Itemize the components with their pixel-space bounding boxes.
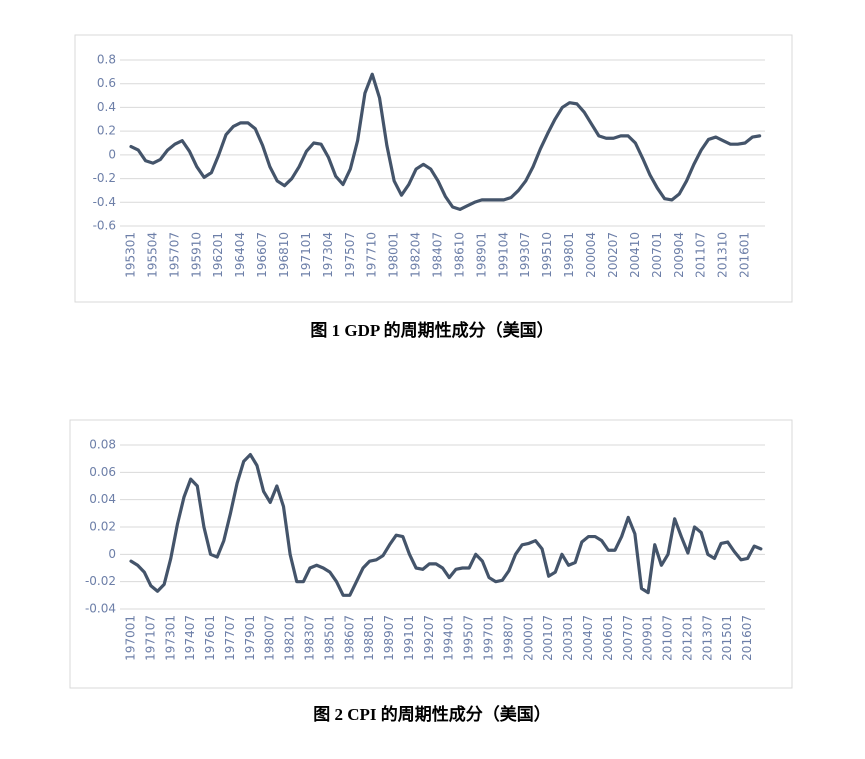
x-tick-label: 200601	[601, 615, 615, 661]
x-tick-label: 197710	[365, 232, 379, 278]
x-tick-label: 197107	[143, 615, 157, 661]
x-tick-label: 201310	[716, 232, 730, 278]
y-tick-label: 0.06	[89, 465, 116, 479]
x-tick-label: 199507	[462, 615, 476, 661]
x-tick-label: 200407	[581, 615, 595, 661]
x-tick-label: 201601	[738, 232, 752, 278]
x-tick-label: 201107	[694, 232, 708, 278]
x-tick-label: 198907	[382, 615, 396, 661]
x-tick-label: 198801	[362, 615, 376, 661]
x-tick-label: 201201	[680, 615, 694, 661]
x-tick-label: 199307	[518, 232, 532, 278]
x-tick-label: 197301	[163, 615, 177, 661]
x-tick-label: 199207	[422, 615, 436, 661]
x-tick-label: 197507	[343, 232, 357, 278]
figure-caption: 图 2 CPI 的周期性成分（美国）	[313, 704, 551, 724]
y-tick-label: 0.02	[89, 520, 116, 534]
x-tick-label: 195910	[189, 232, 203, 278]
x-tick-label: 199807	[501, 615, 515, 661]
x-tick-label: 200004	[584, 232, 598, 278]
y-tick-label: -0.2	[93, 171, 116, 185]
x-tick-label: 198201	[283, 615, 297, 661]
y-tick-label: 0.4	[97, 100, 116, 114]
y-tick-label: -0.4	[93, 195, 116, 209]
y-tick-label: 0	[108, 547, 116, 561]
x-tick-label: 198007	[263, 615, 277, 661]
x-tick-label: 200707	[621, 615, 635, 661]
y-tick-label: 0.04	[89, 492, 116, 506]
data-line	[129, 72, 762, 211]
x-tick-label: 198407	[431, 232, 445, 278]
x-tick-label: 200207	[606, 232, 620, 278]
chart-frame	[74, 34, 793, 303]
figure-caption: 图 1 GDP 的周期性成分（美国）	[310, 320, 553, 340]
x-tick-label: 198204	[409, 232, 423, 278]
x-tick-label: 195504	[145, 232, 159, 278]
y-tick-label: 0.8	[97, 53, 116, 67]
x-tick-label: 199510	[540, 232, 554, 278]
x-tick-label: 200701	[650, 232, 664, 278]
x-tick-label: 201307	[700, 615, 714, 661]
x-tick-label: 201501	[720, 615, 734, 661]
x-tick-label: 201007	[661, 615, 675, 661]
y-tick-label: 0.2	[97, 124, 116, 138]
x-tick-label: 197001	[124, 615, 138, 661]
x-tick-label: 200301	[561, 615, 575, 661]
x-tick-label: 199101	[402, 615, 416, 661]
x-tick-label: 198307	[303, 615, 317, 661]
y-tick-label: 0	[108, 147, 116, 161]
x-tick-label: 200107	[541, 615, 555, 661]
x-tick-label: 197707	[223, 615, 237, 661]
x-tick-label: 198501	[322, 615, 336, 661]
x-tick-label: 196810	[277, 232, 291, 278]
x-tick-label: 195707	[167, 232, 181, 278]
y-tick-label: -0.02	[85, 574, 116, 588]
x-tick-label: 200410	[628, 232, 642, 278]
x-tick-label: 197601	[203, 615, 217, 661]
y-tick-label: -0.6	[93, 219, 116, 233]
x-tick-label: 199104	[496, 232, 510, 278]
x-tick-label: 198610	[452, 232, 466, 278]
x-tick-label: 198001	[387, 232, 401, 278]
x-tick-label: 201607	[740, 615, 754, 661]
x-tick-label: 200001	[521, 615, 535, 661]
x-tick-label: 198607	[342, 615, 356, 661]
x-tick-label: 199801	[562, 232, 576, 278]
x-tick-label: 196607	[255, 232, 269, 278]
x-tick-label: 199701	[482, 615, 496, 661]
x-tick-label: 197304	[321, 232, 335, 278]
x-tick-label: 197101	[299, 232, 313, 278]
x-tick-label: 200901	[641, 615, 655, 661]
chart-frame	[69, 419, 793, 689]
y-tick-label: -0.04	[85, 602, 116, 616]
data-line	[129, 452, 763, 597]
x-tick-label: 198901	[474, 232, 488, 278]
x-tick-label: 197407	[183, 615, 197, 661]
x-tick-label: 196404	[233, 232, 247, 278]
x-tick-label: 196201	[211, 232, 225, 278]
x-tick-label: 199401	[442, 615, 456, 661]
y-tick-label: 0.08	[89, 438, 116, 452]
x-tick-label: 200904	[672, 232, 686, 278]
y-tick-label: 0.6	[97, 76, 116, 90]
x-tick-label: 195301	[124, 232, 138, 278]
x-tick-label: 197901	[243, 615, 257, 661]
